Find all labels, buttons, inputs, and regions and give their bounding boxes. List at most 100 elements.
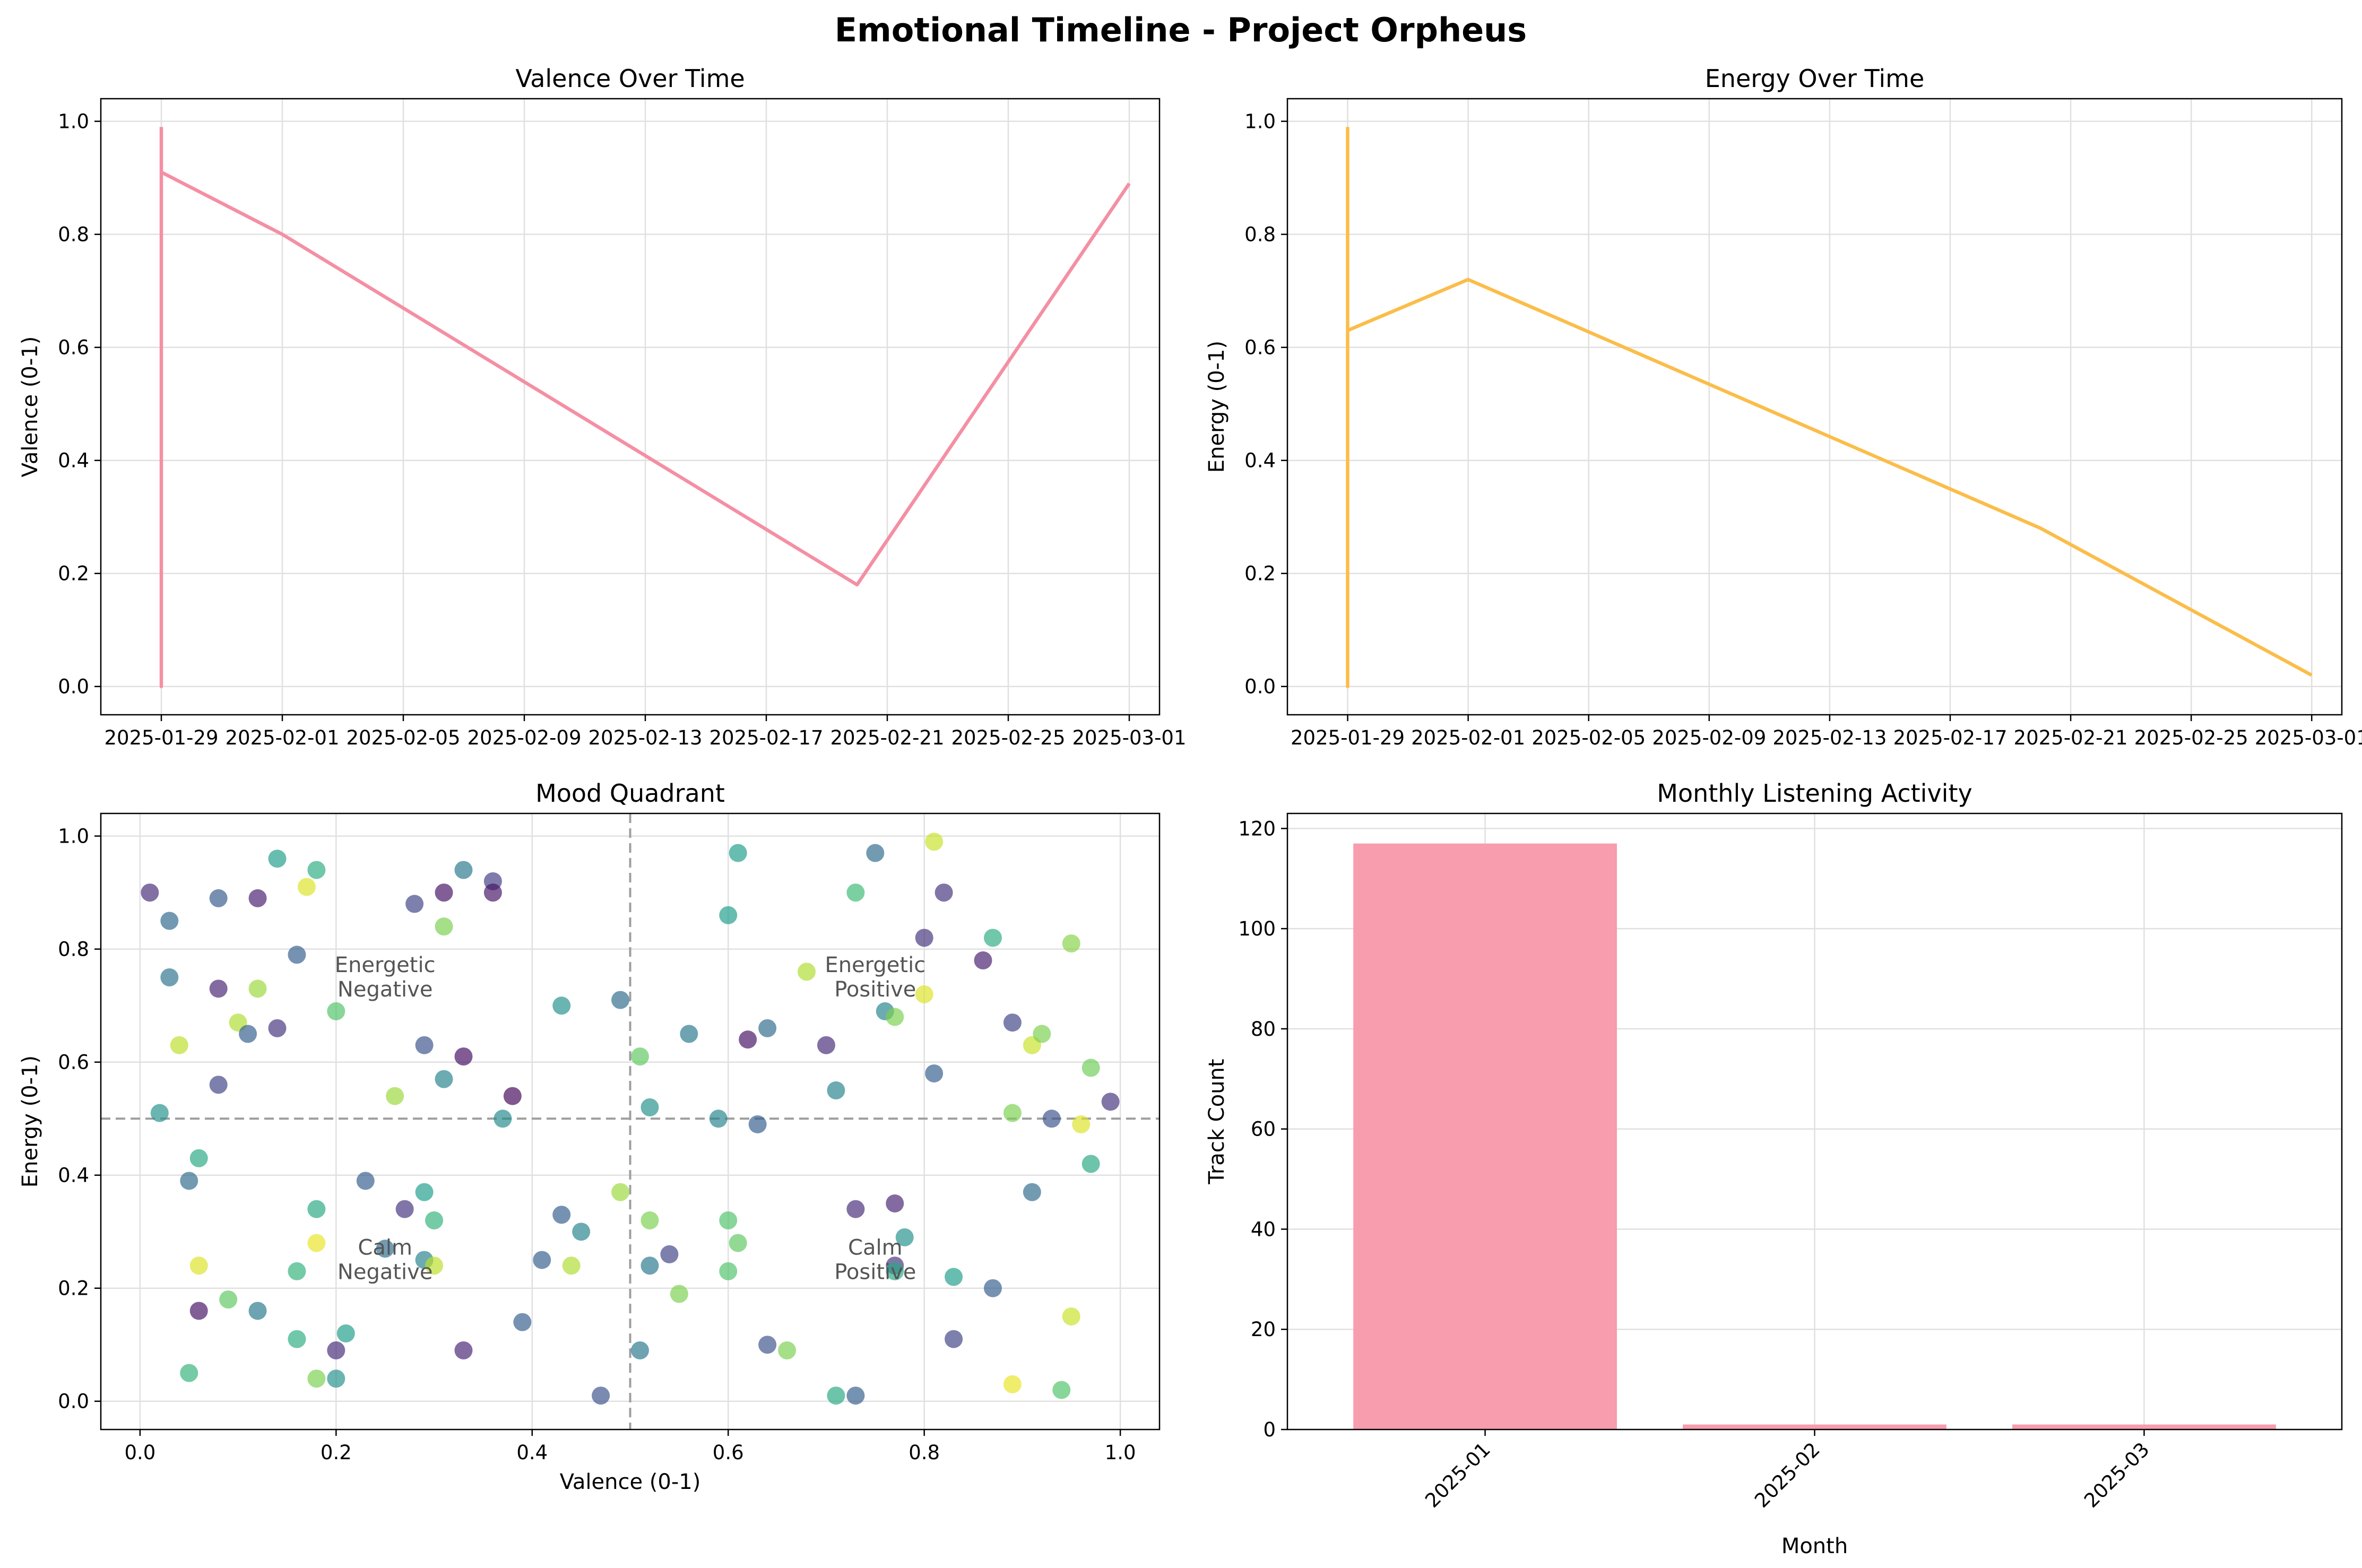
y-tick-label: 20 (1251, 1318, 1276, 1341)
scatter-point (141, 883, 159, 902)
scatter-point (376, 1240, 394, 1258)
x-tick-label: 2025-01 (1421, 1438, 1495, 1512)
scatter-point (1033, 1025, 1051, 1043)
y-tick-label: 80 (1251, 1018, 1276, 1041)
x-axis-label: Valence (0-1) (560, 1470, 701, 1494)
scatter-point (729, 1234, 747, 1252)
scatter-point (180, 1172, 198, 1190)
scatter-point (945, 1268, 963, 1286)
scatter-point (719, 1262, 738, 1280)
scatter-point (1081, 1155, 1100, 1173)
x-tick-label: 2025-02 (1750, 1438, 1824, 1512)
scatter-point (983, 1279, 1002, 1297)
y-tick-label: 60 (1251, 1118, 1276, 1141)
y-axis-label: Track Count (1205, 1059, 1229, 1184)
y-tick-label: 0.0 (58, 1390, 89, 1413)
quadrant-annotation-line: Energetic (335, 953, 436, 977)
scatter-point (454, 861, 473, 879)
scatter-point (758, 1336, 777, 1354)
scatter-point (1003, 1104, 1022, 1122)
quadrant-annotation: Energetic Positive (825, 953, 925, 1002)
scatter-point (680, 1025, 698, 1043)
scatter-point (327, 1341, 345, 1359)
scatter-point (846, 883, 865, 902)
scatter-point (974, 951, 992, 969)
quadrant-annotation: Energetic Negative (335, 953, 436, 1002)
scatter-point (268, 850, 287, 868)
scatter-point (435, 1070, 453, 1088)
chart-title: Mood Quadrant (535, 779, 725, 808)
quadrant-annotation-line: Positive (834, 1260, 916, 1284)
y-tick-label: 120 (1238, 817, 1276, 840)
x-tick-label: 0.6 (713, 1441, 744, 1464)
scatter-point (248, 1302, 267, 1320)
y-tick-label: 0.6 (58, 336, 89, 359)
x-axis-label: Month (1781, 1534, 1848, 1558)
scatter-point (886, 1194, 904, 1212)
scatter-point (288, 1262, 306, 1280)
scatter-point (327, 1370, 345, 1388)
scatter-point (1052, 1381, 1071, 1399)
scatter-point (297, 878, 316, 896)
chart-title: Valence Over Time (515, 64, 745, 93)
scatter-point (758, 1019, 777, 1037)
scatter-point (552, 997, 571, 1015)
scatter-point (395, 1200, 414, 1218)
plot-frame (1286, 98, 2343, 716)
scatter-point (670, 1285, 688, 1303)
x-tick-label: 0.8 (909, 1441, 940, 1464)
scatter-point (945, 1330, 963, 1348)
scatter-point (288, 1330, 306, 1348)
quadrant-annotation: Calm Negative (338, 1235, 433, 1284)
scatter-point (748, 1115, 767, 1133)
scatter-point (454, 1341, 473, 1359)
y-tick-label: 0.4 (1244, 449, 1276, 472)
x-tick-label: 1.0 (1105, 1441, 1136, 1464)
scatter-point (719, 1211, 738, 1229)
quadrant-annotation-line: Positive (834, 977, 916, 1002)
x-tick-label: 2025-03-01 (2255, 726, 2362, 749)
x-tick-label: 2025-02-01 (225, 726, 339, 749)
y-tick-label: 0.6 (58, 1051, 89, 1074)
y-tick-label: 0.8 (58, 223, 89, 246)
scatter-point (435, 883, 453, 902)
scatter-point (1072, 1115, 1091, 1133)
scatter-point (160, 968, 179, 986)
scatter-point (641, 1257, 659, 1275)
scatter-point (886, 1008, 904, 1026)
y-tick-label: 100 (1238, 917, 1276, 940)
y-tick-label: 0.4 (58, 1164, 89, 1187)
scatter-point (483, 883, 502, 902)
scatter-point (209, 889, 228, 907)
scatter-point (307, 1200, 326, 1218)
scatter-point (425, 1257, 444, 1275)
x-tick-label: 2025-02-13 (1772, 726, 1887, 749)
scatter-point (552, 1206, 571, 1224)
series-line (159, 127, 1131, 688)
y-tick-label: 0.2 (58, 1277, 89, 1300)
scatter-point (160, 912, 179, 930)
x-tick-label: 2025-02-21 (830, 726, 944, 749)
x-tick-label: 2025-02-09 (1652, 726, 1766, 749)
x-tick-label: 0.2 (321, 1441, 352, 1464)
scatter-point (1062, 934, 1080, 952)
scatter-point (778, 1341, 797, 1359)
scatter-point (719, 906, 738, 924)
y-tick-label: 1.0 (58, 110, 89, 133)
scatter-point (494, 1110, 512, 1128)
figure-suptitle: Emotional Timeline - Project Orpheus (835, 11, 1527, 49)
y-tick-label: 0.8 (1244, 223, 1276, 246)
y-tick-label: 0.2 (58, 562, 89, 585)
scatter-point (454, 1047, 473, 1066)
scatter-point (611, 991, 630, 1009)
x-tick-label: 2025-03-01 (1072, 726, 1186, 749)
scatter-point (209, 1076, 228, 1094)
scatter-point (415, 1183, 434, 1201)
scatter-point (798, 963, 816, 981)
scatter-point (307, 1234, 326, 1252)
scatter-point (180, 1364, 198, 1382)
monthly-listening-activity-chart: Monthly Listening Activity 0 20 40 60 80 100 12… (1205, 779, 2343, 1558)
scatter-point (729, 844, 747, 862)
scatter-point (405, 895, 424, 913)
